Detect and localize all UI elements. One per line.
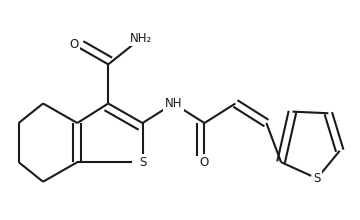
Text: S: S bbox=[139, 156, 146, 169]
Text: S: S bbox=[313, 172, 321, 185]
Text: NH: NH bbox=[165, 97, 182, 110]
Text: O: O bbox=[69, 38, 79, 51]
Text: O: O bbox=[200, 156, 209, 169]
Text: NH₂: NH₂ bbox=[130, 32, 152, 45]
